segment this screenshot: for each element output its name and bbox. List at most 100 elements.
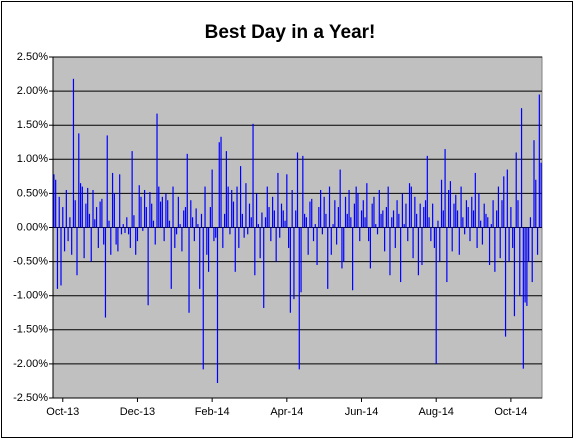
bar [446,227,448,283]
bar [526,227,528,306]
bar [341,227,343,269]
bar [211,169,213,228]
bar [216,227,219,383]
bar [440,179,443,228]
y-tick-label: -2.00% [13,358,48,370]
bar [524,227,526,303]
bar [158,186,160,228]
x-tick-label: Oct-13 [46,406,79,418]
bar [170,227,172,289]
bar [490,224,492,228]
bar [140,196,142,228]
y-tick-label: -0.50% [13,256,48,268]
bar [154,227,156,245]
bar [156,113,158,228]
bar [288,227,290,248]
bar [263,227,265,308]
bar [433,227,436,248]
bar [305,217,307,228]
bar [519,227,521,296]
bar [177,196,179,228]
bar [360,210,363,228]
bar [149,192,151,228]
bar [243,227,245,238]
x-tick-label: Feb-14 [195,406,230,418]
bar [517,200,519,228]
bar [488,227,491,266]
bar [485,213,487,228]
bar [536,227,539,255]
bar [350,217,352,228]
bar [540,162,542,228]
bar [453,203,455,228]
bar [417,227,420,276]
bar [419,203,421,228]
bar [252,123,254,228]
bar [327,227,329,289]
bar [520,108,523,228]
bar [69,217,71,228]
bar [167,200,169,228]
bar [222,227,224,248]
bar [304,213,306,228]
bar [254,227,256,276]
bar [330,227,332,255]
bar [117,227,119,252]
bar [282,210,284,228]
bar [375,224,377,228]
bar [193,227,195,242]
bar [430,227,432,242]
bar [323,196,325,228]
bar [478,193,480,228]
bar [264,217,267,228]
bar [250,217,252,228]
bar [538,94,540,228]
bar [376,227,379,235]
bar [497,186,500,228]
bar [195,208,197,228]
bar [318,207,320,228]
bar [337,207,339,228]
y-tick-label: 1.00% [17,153,48,165]
bar [85,203,87,228]
bar [400,227,402,283]
bar [120,227,123,235]
bar [179,224,181,228]
bar [239,166,242,228]
bar [270,227,272,242]
bar [145,207,147,228]
bar [405,203,407,228]
bar [277,172,279,228]
bar [513,227,516,317]
bar [76,227,78,276]
bar [111,172,114,228]
bar [535,179,537,228]
bar [172,186,174,228]
bar [352,227,354,291]
bar [408,183,411,228]
bar [147,227,149,306]
bar [476,227,478,248]
bar [259,227,261,259]
bar [494,227,496,272]
bar [90,227,92,262]
bar [481,227,484,245]
x-tick-label: Jun-14 [345,406,379,418]
bar [62,207,64,228]
bar [236,186,238,228]
bar [529,217,532,228]
bar [464,227,466,235]
bar [108,220,110,228]
bar [359,227,361,242]
bar [168,220,171,228]
bar [204,186,206,228]
y-tick-label: 1.50% [17,119,48,131]
bar [206,227,208,255]
bar [501,200,503,228]
bar [183,210,185,228]
bar [133,215,135,228]
bar [366,183,368,228]
bar [247,227,249,235]
bar [424,200,427,228]
bar [309,201,311,228]
